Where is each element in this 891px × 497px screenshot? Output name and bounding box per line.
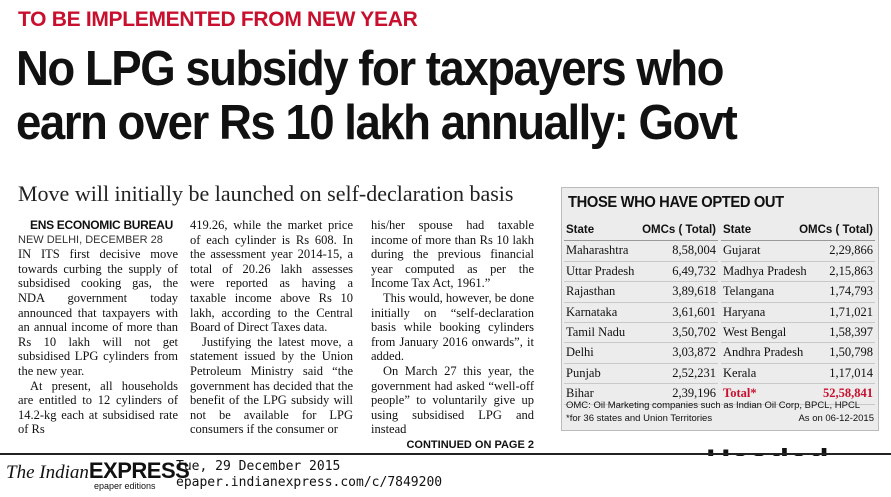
paragraph: This would, however, be done initially o… xyxy=(371,290,534,364)
table-title: THOSE WHO HAVE OPTED OUT xyxy=(568,194,784,211)
state-name: Tamil Nadu xyxy=(566,324,626,339)
masthead-express: EXPRESS xyxy=(88,458,190,483)
state-name: Uttar Pradesh xyxy=(566,263,635,278)
omc-value: 1,71,021 xyxy=(829,304,873,319)
state-name: Telangana xyxy=(723,284,775,299)
state-name: Haryana xyxy=(723,304,766,319)
table-header-row: State OMCs ( Total) xyxy=(564,221,718,242)
footer-rule xyxy=(0,453,891,455)
table-row: Haryana 1,71,021 xyxy=(721,303,875,323)
omc-value: 2,29,866 xyxy=(829,243,873,258)
omc-value: 1,74,793 xyxy=(829,284,873,299)
table-row: Maharashtra 8,58,004 xyxy=(564,241,718,262)
table-row: Total* 52,58,841 xyxy=(721,384,875,405)
kicker: TO BE IMPLEMENTED FROM NEW YEAR xyxy=(18,8,418,31)
epaper-stamp: Tue, 29 December 2015 epaper.indianexpre… xyxy=(176,459,442,491)
dateline: NEW DELHI, DECEMBER 28 xyxy=(18,233,163,246)
state-name: Delhi xyxy=(566,345,594,360)
omc-value: 8,58,004 xyxy=(672,243,716,258)
table-row: Telangana 1,74,793 xyxy=(721,282,875,303)
omc-value: 2,39,196 xyxy=(672,386,716,401)
next-story-fragment: Headed xyxy=(706,442,829,456)
state-name: West Bengal xyxy=(723,324,787,339)
header-omc: OMCs ( Total) xyxy=(799,224,873,236)
omc-value: 3,50,702 xyxy=(672,324,716,339)
state-name: Andhra Pradesh xyxy=(723,345,804,360)
omc-value: 3,89,618 xyxy=(672,284,716,299)
opted-out-table: THOSE WHO HAVE OPTED OUT State OMCs ( To… xyxy=(561,187,879,431)
header-state: State xyxy=(566,224,595,236)
masthead-sub: epaper editions xyxy=(94,481,156,491)
headline: No LPG subsidy for taxpayers who earn ov… xyxy=(16,42,816,150)
article-column-1: ENS ECONOMIC BUREAU NEW DELHI, DECEMBER … xyxy=(18,218,178,437)
state-name: Bihar xyxy=(566,386,594,401)
header-state: State xyxy=(723,224,752,236)
omc-value: 6,49,732 xyxy=(672,263,716,278)
paragraph: On March 27 this year, the government ha… xyxy=(371,363,534,437)
article-column-2: 419.26, while the market price of each c… xyxy=(190,218,353,437)
deck: Move will initially be launched on self-… xyxy=(18,181,514,206)
article-column-3: his/her spouse had taxable income of mor… xyxy=(371,218,534,453)
table-footnote-states: *for 36 states and Union Territories xyxy=(566,413,713,424)
table-header-row: State OMCs ( Total) xyxy=(721,221,875,242)
header-omc: OMCs ( Total) xyxy=(642,224,716,236)
table-row: Rajasthan 3,89,618 xyxy=(564,282,718,303)
table-row: Gujarat 2,29,866 xyxy=(721,241,875,262)
omc-value: 1,58,397 xyxy=(829,324,873,339)
omc-value: 3,61,601 xyxy=(672,304,716,319)
table-asof: As on 06-12-2015 xyxy=(798,413,874,424)
state-name: Karnataka xyxy=(566,304,618,319)
table-row: Andhra Pradesh 1,50,798 xyxy=(721,343,875,364)
table-row: Punjab 2,52,231 xyxy=(564,364,718,385)
table-row: Tamil Nadu 3,50,702 xyxy=(564,323,718,344)
edition-url[interactable]: epaper.indianexpress.com/c/7849200 xyxy=(176,475,443,490)
table-footnote-row: *for 36 states and Union Territories As … xyxy=(566,413,874,424)
table-row: Uttar Pradesh 6,49,732 xyxy=(564,262,718,283)
masthead-the: The Indian xyxy=(6,462,89,483)
omc-value: 2,15,863 xyxy=(829,263,873,278)
omc-value: 2,52,231 xyxy=(672,365,716,380)
table-row: Delhi 3,03,872 xyxy=(564,343,718,364)
edition-date: Tue, 29 December 2015 xyxy=(176,459,341,474)
paragraph: 419.26, while the market price of each c… xyxy=(190,218,353,335)
continued-label: CONTINUED ON PAGE 2 xyxy=(406,438,534,451)
state-name: Gujarat xyxy=(723,243,761,258)
table-footnote-omc: OMC: Oil Marketing companies such as Ind… xyxy=(566,400,861,411)
table-row: Karnataka 3,61,601 xyxy=(564,303,718,323)
masthead-logo: The IndianEXPRESS epaper editions xyxy=(6,458,190,491)
table-row: Kerala 1,17,014 xyxy=(721,364,875,385)
byline: ENS ECONOMIC BUREAU xyxy=(30,218,173,232)
table-row: Bihar 2,39,196 xyxy=(564,384,718,405)
state-name: Madhya Pradesh xyxy=(723,263,807,278)
table-row: Madhya Pradesh 2,15,863 xyxy=(721,262,875,283)
paragraph: Justifying the latest move, a statement … xyxy=(190,334,353,437)
paragraph: IN ITS first decisive move towards curbi… xyxy=(18,247,178,378)
omc-value: 52,58,841 xyxy=(823,386,873,401)
state-name: Punjab xyxy=(566,365,601,380)
paragraph: At present, all households are entitled … xyxy=(18,378,178,437)
table-left-half: State OMCs ( Total) Maharashtra 8,58,004 U… xyxy=(564,221,718,405)
omc-value: 1,50,798 xyxy=(829,345,873,360)
headline-line-1: No LPG subsidy for taxpayers who xyxy=(16,42,724,96)
paragraph: his/her spouse had taxable income of mor… xyxy=(371,218,534,291)
state-name: Rajasthan xyxy=(566,284,616,299)
omc-value: 3,03,872 xyxy=(672,345,716,360)
state-name: Maharashtra xyxy=(566,243,629,258)
table-right-half: State OMCs ( Total) Gujarat 2,29,866 Madhy… xyxy=(721,221,875,405)
headline-line-2: earn over Rs 10 lakh annually: Govt xyxy=(16,96,738,150)
omc-value: 1,17,014 xyxy=(829,365,873,380)
table-row: West Bengal 1,58,397 xyxy=(721,323,875,344)
state-name: Total* xyxy=(723,386,757,401)
state-name: Kerala xyxy=(723,365,757,380)
